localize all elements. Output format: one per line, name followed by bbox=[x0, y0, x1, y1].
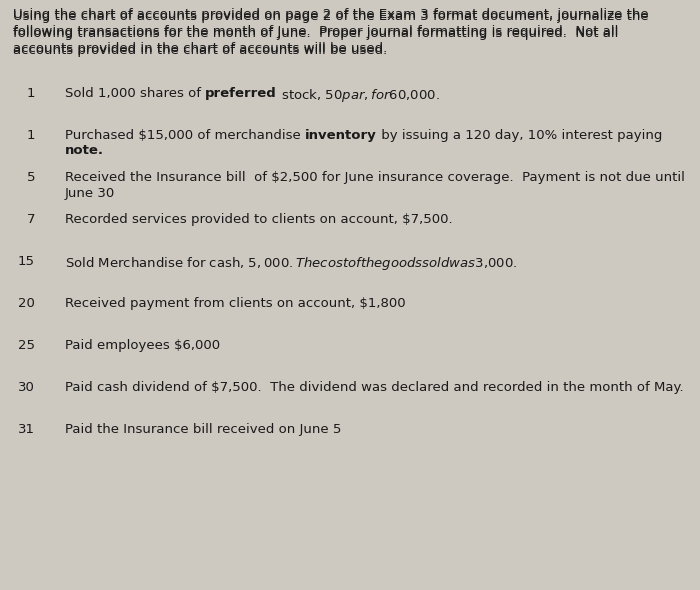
Text: following transactions for the month of June.  Proper journal formatting is requ: following transactions for the month of … bbox=[13, 25, 618, 38]
Text: Received payment from clients on account, $1,800: Received payment from clients on account… bbox=[65, 297, 405, 310]
Text: 30: 30 bbox=[18, 381, 35, 394]
Text: Recorded services provided to clients on account, $7,500.: Recorded services provided to clients on… bbox=[65, 213, 453, 226]
Text: Paid cash dividend of $7,500.  The dividend was declared and recorded in the mon: Paid cash dividend of $7,500. The divide… bbox=[65, 381, 684, 394]
Text: Using the chart of accounts provided on page 2 of the Exam 3 format document, jo: Using the chart of accounts provided on … bbox=[13, 8, 649, 21]
Text: 1: 1 bbox=[27, 87, 35, 100]
Text: 15: 15 bbox=[18, 255, 35, 268]
Text: Sold Merchandise for cash, $5,000.  The cost of the goods sold was $3,000.: Sold Merchandise for cash, $5,000. The c… bbox=[65, 255, 517, 272]
Text: 5: 5 bbox=[27, 171, 35, 184]
Text: accounts provided in the chart of accounts will be used.: accounts provided in the chart of accoun… bbox=[13, 44, 387, 57]
Text: 20: 20 bbox=[18, 297, 35, 310]
Text: following transactions for the month of June.  Proper journal formatting is requ: following transactions for the month of … bbox=[13, 27, 618, 40]
Text: stock, $50 par, for $60,000.: stock, $50 par, for $60,000. bbox=[277, 87, 440, 104]
Text: 7: 7 bbox=[27, 213, 35, 226]
Text: note.: note. bbox=[65, 145, 104, 158]
Text: accounts provided in the chart of accounts will be used.: accounts provided in the chart of accoun… bbox=[13, 42, 387, 55]
Text: Received the Insurance bill  of $2,500 for June insurance coverage.  Payment is : Received the Insurance bill of $2,500 fo… bbox=[65, 171, 685, 184]
Text: Paid employees $6,000: Paid employees $6,000 bbox=[65, 339, 220, 352]
Text: Using the chart of accounts provided on page 2 of the Exam 3 format document, jo: Using the chart of accounts provided on … bbox=[13, 10, 649, 23]
Text: 1: 1 bbox=[27, 129, 35, 142]
Text: 25: 25 bbox=[18, 339, 35, 352]
Text: by issuing a 120 day, 10% interest paying: by issuing a 120 day, 10% interest payin… bbox=[377, 129, 662, 142]
Text: preferred: preferred bbox=[205, 87, 277, 100]
Text: 31: 31 bbox=[18, 423, 35, 436]
Text: Sold 1,000 shares of: Sold 1,000 shares of bbox=[65, 87, 205, 100]
Text: inventory: inventory bbox=[305, 129, 377, 142]
Text: Paid the Insurance bill received on June 5: Paid the Insurance bill received on June… bbox=[65, 423, 342, 436]
Text: Purchased $15,000 of merchandise: Purchased $15,000 of merchandise bbox=[65, 129, 305, 142]
Text: June 30: June 30 bbox=[65, 186, 116, 199]
